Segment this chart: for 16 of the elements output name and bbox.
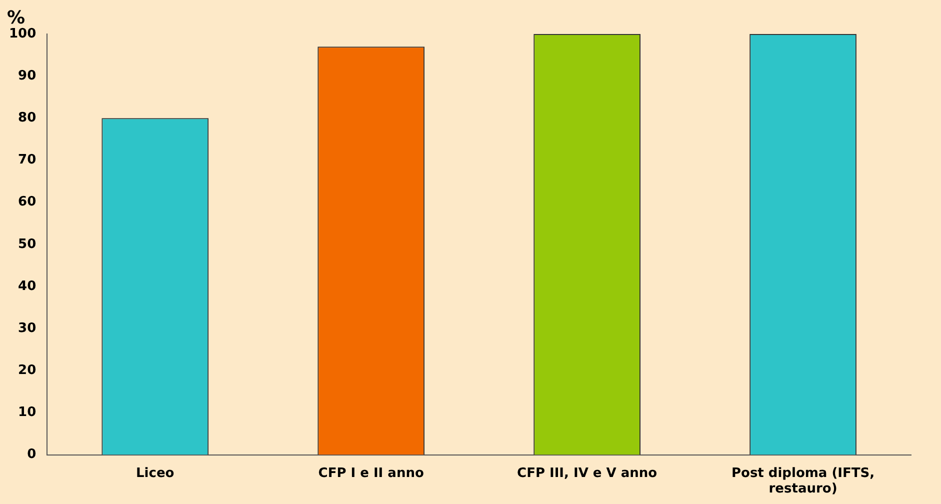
x-tick-label: CFP III, IV e V anno <box>517 466 658 481</box>
x-tick-label: Liceo <box>136 466 174 481</box>
y-axis-title: % <box>6 8 26 29</box>
y-tick-label: 50 <box>18 236 36 252</box>
x-tick-label: Post diploma (IFTS, restauro) <box>731 466 875 497</box>
y-tick-label: 70 <box>18 152 36 168</box>
y-tick-label: 20 <box>18 363 36 378</box>
y-tick-label: 0 <box>27 447 36 462</box>
y-tick-label: 80 <box>18 110 36 126</box>
x-tick-label: CFP I e II anno <box>318 466 424 481</box>
y-tick-label: 90 <box>18 68 36 84</box>
y-tick-label: 10 <box>18 405 36 420</box>
y-tick-label: 30 <box>18 320 36 336</box>
y-tick-label: 60 <box>18 194 36 210</box>
y-tick-label: 100 <box>8 26 36 42</box>
y-tick-label: 40 <box>18 278 36 294</box>
